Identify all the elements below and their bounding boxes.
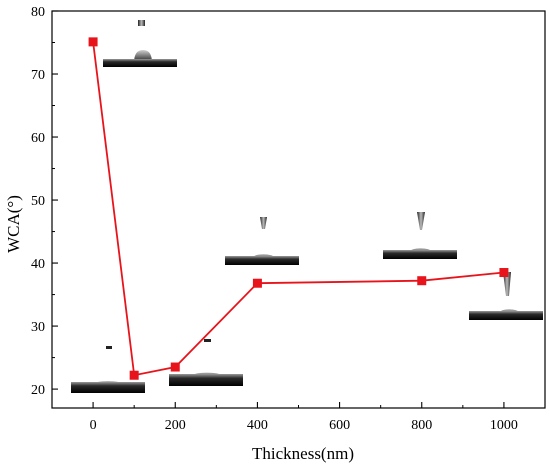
- y-tick-label: 50: [31, 194, 45, 209]
- series-line: [92, 41, 504, 377]
- droplet-image-400nm: [225, 217, 299, 265]
- y-axis-title: WCA(°): [4, 195, 23, 253]
- y-tick-label: 40: [31, 257, 45, 272]
- y-tick-label: 60: [31, 131, 45, 146]
- droplet-image-0nm: [103, 20, 177, 67]
- y-tick-label: 80: [31, 5, 45, 20]
- y-tick-label: 20: [31, 383, 45, 398]
- data-point: [499, 268, 509, 278]
- x-tick-label: 800: [411, 418, 432, 433]
- x-tick-label: 1000: [490, 418, 518, 433]
- x-tick-label: 400: [247, 418, 268, 433]
- plot-frame: [51, 10, 546, 409]
- data-point: [417, 276, 427, 286]
- x-tick-label: 200: [165, 418, 186, 433]
- series-layer: [88, 37, 509, 380]
- droplet-image-800nm: [383, 212, 457, 259]
- x-tick-label: 600: [329, 418, 350, 433]
- y-tick-label: 70: [31, 68, 45, 83]
- droplet-image-1000nm: [469, 272, 543, 320]
- y-tick-label: 30: [31, 320, 45, 335]
- droplet-image-100nm: [71, 346, 145, 393]
- x-axis-title: Thickness(nm): [252, 444, 354, 463]
- droplet-images: [71, 20, 543, 393]
- data-point: [170, 362, 180, 372]
- data-point: [252, 278, 262, 288]
- x-tick-label: 0: [90, 418, 97, 433]
- data-point: [88, 37, 98, 47]
- droplet-image-200nm: [169, 339, 243, 386]
- ticks-layer: 0 200 400 600 800 1000 20 30 40 50 60 70 80: [31, 5, 518, 433]
- plot-border: [51, 10, 546, 409]
- data-point: [129, 370, 139, 380]
